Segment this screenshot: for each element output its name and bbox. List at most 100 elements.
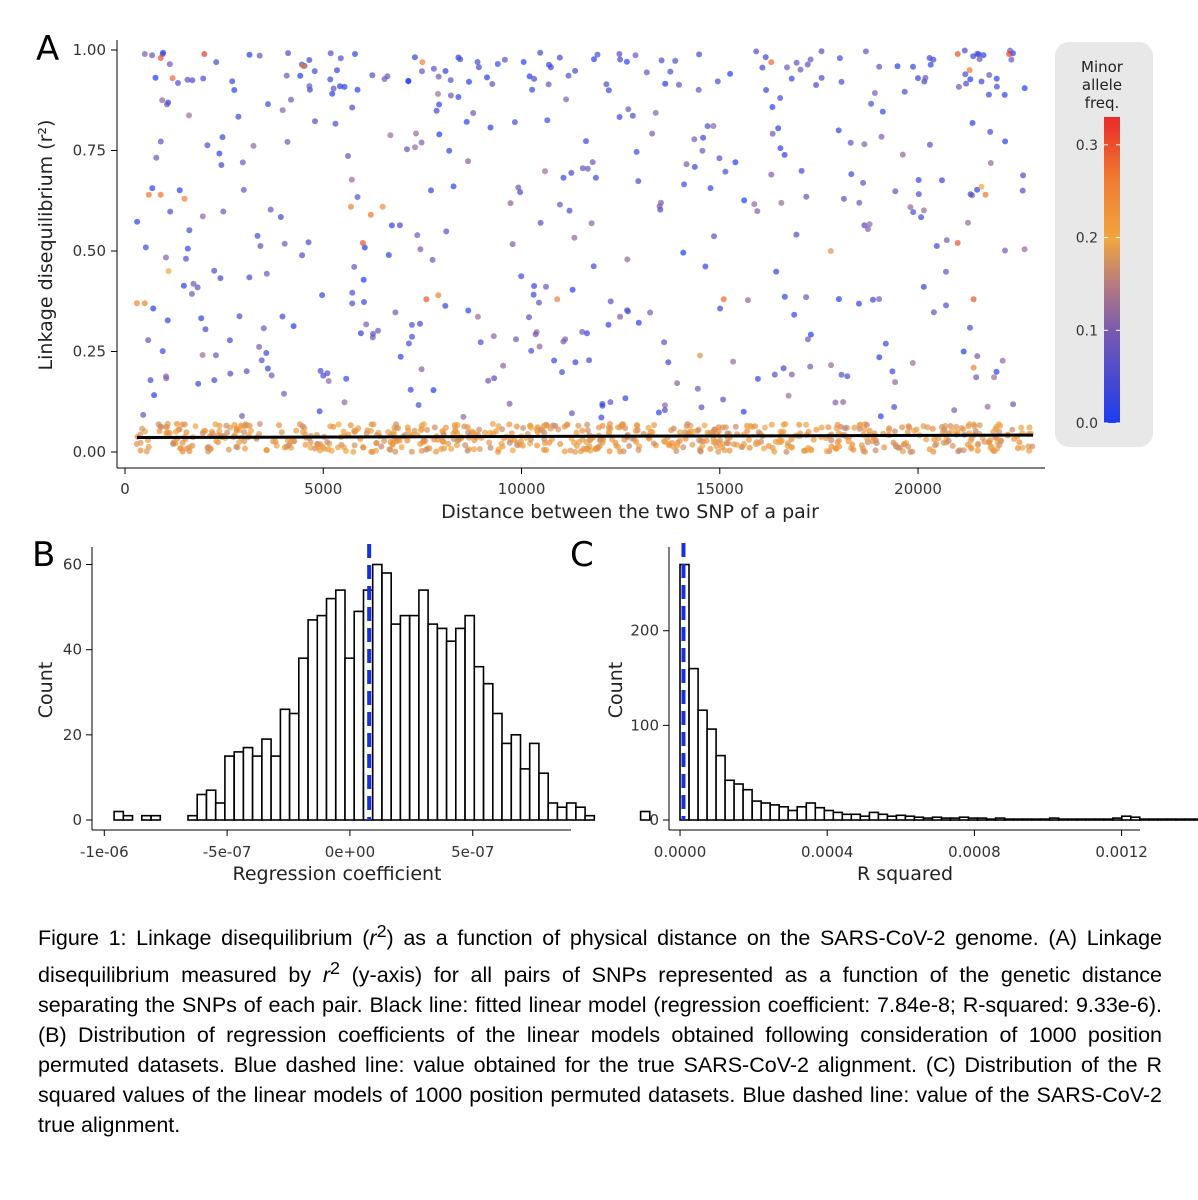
scatter-point [961, 47, 968, 54]
scatter-point [939, 177, 945, 184]
scatter-point [270, 438, 277, 445]
scatter-point [954, 429, 961, 435]
scatter-point [572, 448, 579, 455]
histogram-bar [288, 712, 300, 821]
scatter-point [474, 59, 481, 65]
scatter-point [164, 101, 170, 108]
histogram-bar [904, 815, 916, 821]
histogram-bar [1021, 818, 1033, 821]
histogram-bar [196, 793, 208, 821]
scatter-point [1016, 439, 1023, 446]
scatter-point [868, 100, 875, 107]
histogram-bar [316, 614, 328, 821]
scatter-point [984, 403, 991, 410]
scatter-point [288, 96, 294, 103]
y-tick-label: 0.75 [73, 142, 106, 160]
scatter-point [186, 227, 193, 234]
panel-c: C Count 0.0000 0.0004 0.0008 0.00120100200 … [570, 535, 1198, 885]
scatter-point [352, 51, 358, 57]
scatter-point [707, 185, 714, 192]
scatter-point [1002, 138, 1009, 145]
scatter-point [623, 58, 630, 65]
scatter-point [541, 422, 548, 429]
scatter-point [285, 50, 292, 57]
scatter-point [933, 441, 940, 447]
scatter-point [256, 421, 263, 427]
scatter-point [461, 423, 468, 430]
scatter-point [848, 171, 855, 178]
scatter-point [810, 436, 817, 443]
scatter-point [689, 441, 696, 448]
histogram-bar [940, 817, 952, 821]
scatter-point [537, 49, 544, 56]
scatter-point [720, 296, 727, 303]
scatter-point [157, 138, 164, 145]
scatter-point [579, 427, 586, 434]
scatter-point [975, 51, 982, 58]
scatter-point [559, 369, 565, 376]
scatter-point [254, 232, 261, 239]
scatter-point [419, 68, 425, 75]
scatter-point [606, 420, 613, 427]
scatter-point [863, 421, 870, 428]
histogram-bar [787, 809, 799, 821]
scatter-point [436, 101, 443, 108]
scatter-point [450, 183, 457, 190]
scatter-point [134, 218, 141, 225]
scatter-point [213, 59, 220, 66]
scatter-point [762, 54, 769, 61]
scatter-point [515, 184, 522, 191]
scatter-point [226, 337, 233, 344]
scatter-point [152, 74, 159, 81]
scatter-point [629, 112, 636, 119]
scatter-point [404, 146, 410, 153]
scatter-point [404, 437, 411, 444]
histogram-bar [733, 783, 744, 821]
legend-tick-label: 0.3 [1076, 138, 1098, 154]
scatter-point [446, 147, 453, 154]
histogram-bar [1066, 818, 1078, 821]
legend-tick-label: 0.1 [1076, 323, 1098, 339]
histogram-bar [242, 746, 254, 821]
scatter-point [901, 88, 908, 95]
scatter-point [465, 446, 472, 453]
scatter-point [584, 421, 591, 428]
scatter-point [173, 420, 180, 427]
scatter-point [159, 97, 166, 104]
scatter-point [723, 439, 730, 446]
scatter-point [415, 402, 422, 408]
scatter-point [683, 423, 690, 430]
scatter-point [579, 165, 586, 172]
scatter-point [788, 371, 795, 378]
scatter-point [856, 300, 862, 307]
scatter-point [694, 385, 701, 392]
histogram-bar [742, 788, 753, 821]
scatter-point [151, 392, 158, 399]
scatter-point [143, 448, 150, 455]
scatter-point [360, 276, 367, 283]
scatter-point [477, 339, 484, 346]
scatter-point [877, 413, 884, 420]
scatter-point [490, 333, 497, 340]
scatter-point [798, 167, 805, 174]
scatter-point [838, 78, 845, 85]
scatter-point [160, 49, 167, 56]
scatter-point [368, 421, 375, 428]
histogram-bar [1175, 818, 1186, 821]
scatter-point [700, 134, 707, 141]
panel-b-histogram [113, 544, 651, 821]
scatter-point [976, 422, 983, 429]
scatter-point [441, 445, 448, 452]
histogram-bar [877, 813, 889, 821]
scatter-point [211, 377, 218, 384]
scatter-point [584, 427, 591, 434]
scatter-point [1019, 444, 1026, 451]
scatter-point [993, 75, 1000, 82]
scatter-point [943, 302, 949, 309]
histogram-bar [1030, 818, 1042, 821]
scatter-point [967, 324, 973, 331]
histogram-bar [556, 806, 568, 821]
scatter-point [307, 439, 314, 446]
histogram-bar [584, 814, 596, 821]
scatter-point [506, 439, 513, 446]
